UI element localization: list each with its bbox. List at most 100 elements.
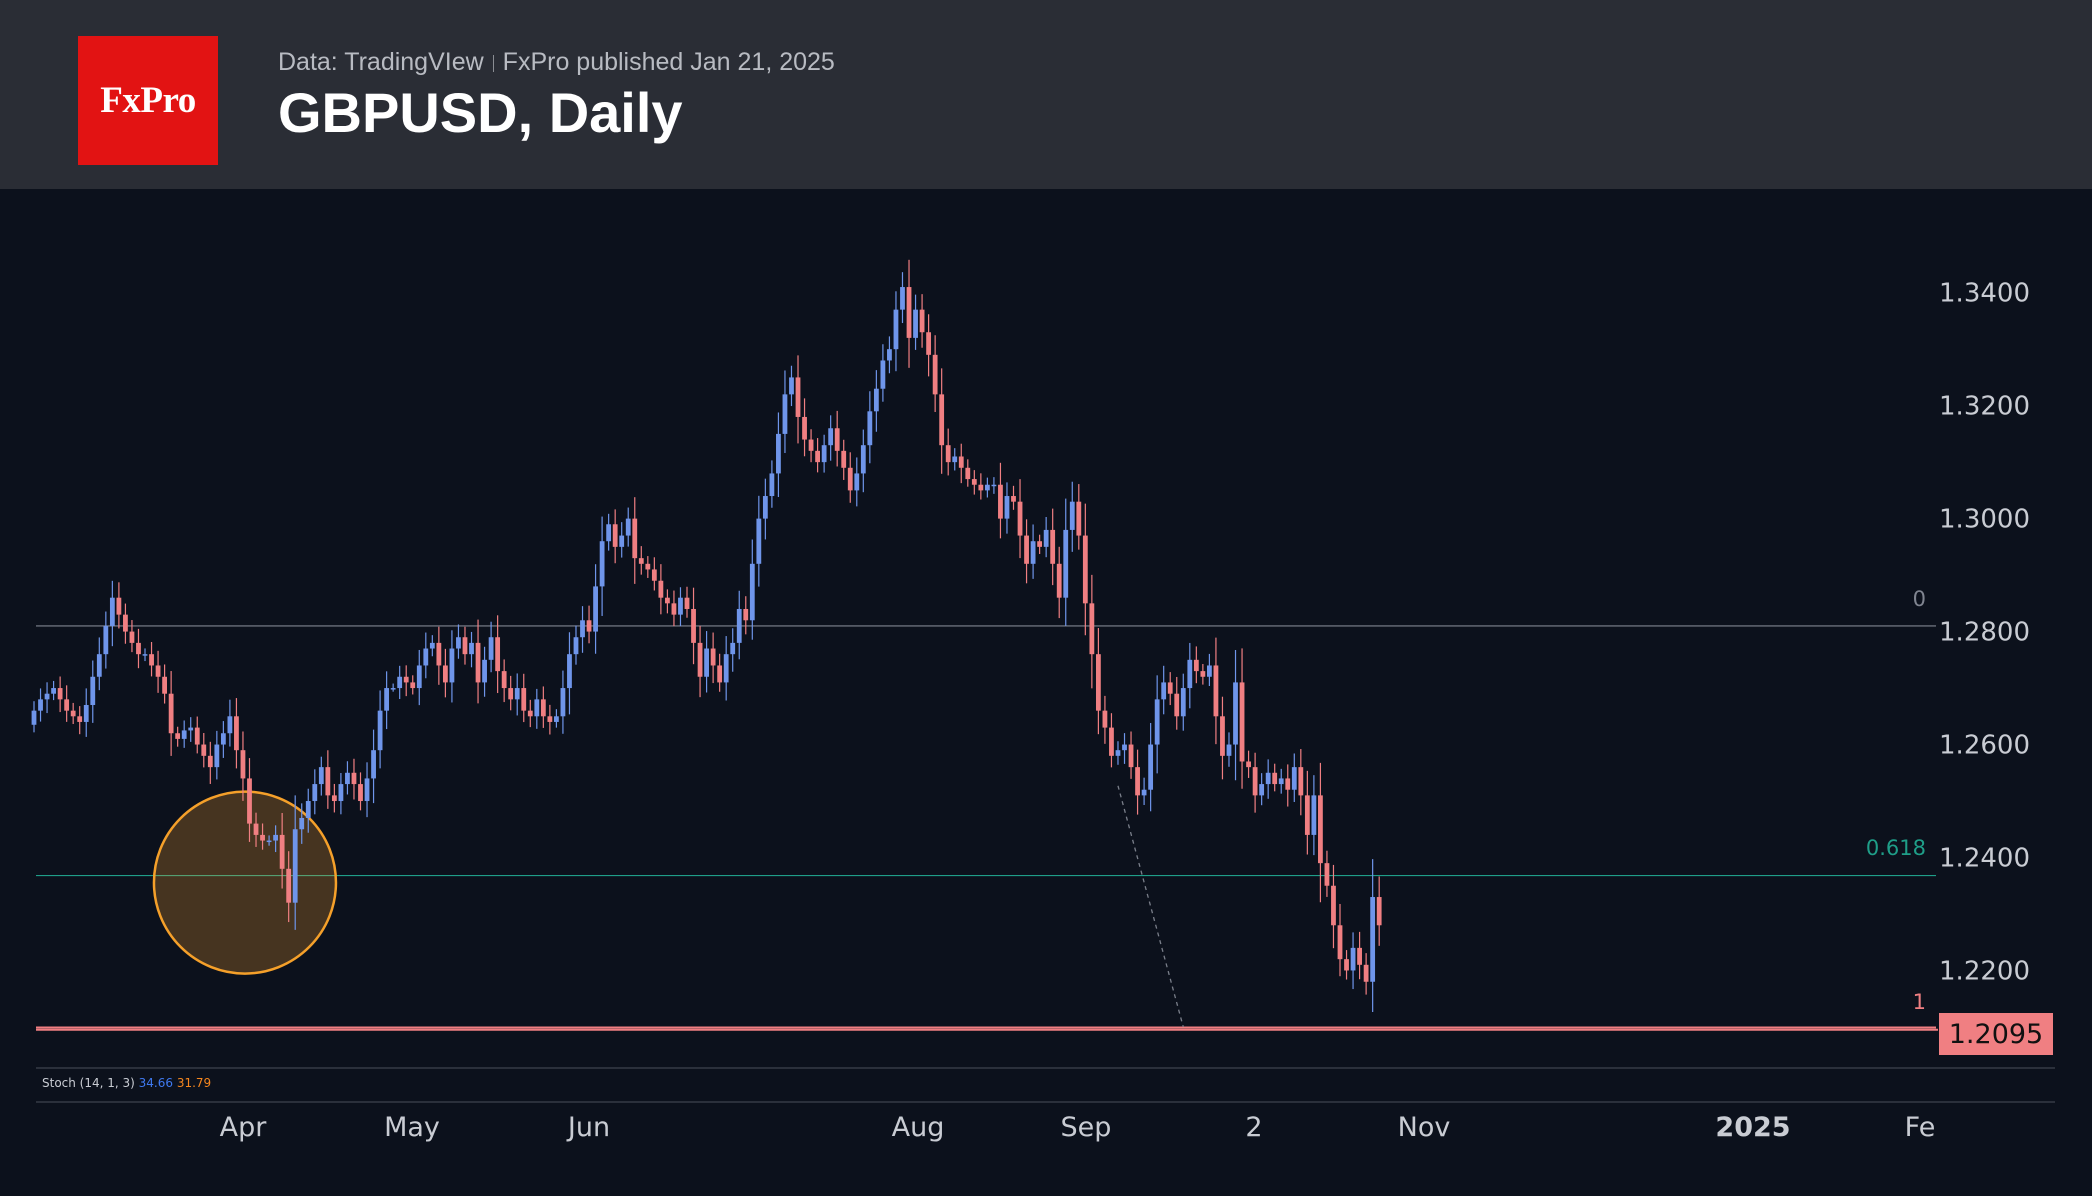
candle-body xyxy=(109,597,115,626)
y-tick-label: 1.2800 xyxy=(1939,618,2030,648)
candle xyxy=(998,462,1003,539)
candle xyxy=(1285,764,1291,807)
fib-levels: 0 0.618 1 xyxy=(36,587,1936,1029)
candle xyxy=(181,720,187,748)
candle-body xyxy=(96,654,102,677)
candle xyxy=(1135,749,1140,815)
candle xyxy=(194,716,200,754)
last-price-tag xyxy=(1939,1013,2053,1055)
candle xyxy=(939,368,945,474)
candle-body xyxy=(1200,671,1206,677)
candle xyxy=(136,628,141,669)
candle xyxy=(129,620,135,653)
candle xyxy=(201,732,207,768)
candle xyxy=(384,671,390,730)
y-tick-label: 1.3000 xyxy=(1939,505,2030,535)
candle xyxy=(1095,628,1101,735)
candle xyxy=(632,497,638,584)
candle xyxy=(1161,665,1167,715)
candle-body xyxy=(1318,795,1323,864)
candle-body xyxy=(860,445,866,474)
candle-body xyxy=(266,840,272,843)
candle-body xyxy=(573,637,579,655)
candle xyxy=(984,477,990,498)
plot-background xyxy=(0,189,2092,1196)
candle-body xyxy=(1226,744,1232,756)
candle xyxy=(1174,676,1180,730)
candle xyxy=(1024,519,1029,584)
candle xyxy=(456,624,461,659)
candle-body xyxy=(1154,699,1160,745)
candle-body xyxy=(625,518,631,536)
candle xyxy=(776,412,781,498)
candles[interactable] xyxy=(31,259,1382,1013)
x-tick-label: Jun xyxy=(566,1112,610,1143)
candle xyxy=(789,365,794,407)
candle xyxy=(514,673,520,716)
candle-body xyxy=(312,784,318,802)
candle-body xyxy=(1187,659,1193,689)
candle-body xyxy=(717,665,723,683)
candle xyxy=(1376,876,1382,946)
candle xyxy=(31,701,37,733)
candle xyxy=(847,452,853,503)
candle-body xyxy=(554,716,559,722)
candle-body xyxy=(971,479,977,485)
candle-body xyxy=(926,332,932,355)
candle-body xyxy=(136,642,141,655)
candle xyxy=(475,619,481,704)
candle xyxy=(1233,649,1238,781)
candle xyxy=(227,699,233,747)
candle-body xyxy=(1350,947,1356,971)
candle xyxy=(1115,741,1121,765)
candle-body xyxy=(1122,744,1127,751)
candle-body xyxy=(227,716,233,734)
candle xyxy=(247,758,252,842)
candle-body xyxy=(390,688,396,690)
candle xyxy=(64,685,70,722)
last-price-label: 1.2095 xyxy=(1949,1019,2043,1050)
candle xyxy=(358,772,363,811)
candle xyxy=(645,556,651,578)
candle-body xyxy=(214,744,220,768)
candle-body xyxy=(1017,501,1023,536)
candle-body xyxy=(1233,682,1238,745)
candle-body xyxy=(1213,665,1219,717)
candle-body xyxy=(547,716,553,722)
candle-body xyxy=(919,309,925,333)
candle xyxy=(1259,773,1265,806)
stoch-d-value: 31.79 xyxy=(177,1076,211,1090)
candle-body xyxy=(234,716,239,751)
candle xyxy=(710,632,716,684)
candle-body xyxy=(1291,767,1297,790)
candle-body xyxy=(808,439,814,451)
candle-body xyxy=(1207,665,1212,677)
candle-body xyxy=(612,524,618,547)
candle xyxy=(873,370,879,432)
candle xyxy=(1272,763,1278,792)
candle xyxy=(403,665,409,697)
candle-body xyxy=(1056,563,1062,598)
candle xyxy=(802,398,807,457)
candle xyxy=(1318,762,1323,903)
candle-body xyxy=(279,834,285,869)
candle-body xyxy=(684,597,690,609)
candle-body xyxy=(697,642,703,677)
candle-body xyxy=(762,496,768,519)
candle-body xyxy=(1311,795,1317,835)
x-tick-label: Apr xyxy=(220,1112,268,1143)
candle-body xyxy=(1135,767,1140,796)
candle-body xyxy=(1337,925,1343,960)
candle xyxy=(1193,646,1199,684)
candle-body xyxy=(436,642,442,666)
candle xyxy=(651,557,657,591)
candle xyxy=(155,650,161,693)
candle xyxy=(717,653,723,692)
candle xyxy=(175,726,181,747)
header: FxPro Data: TradingVIew FxPro published J… xyxy=(0,0,2092,189)
candle xyxy=(547,704,553,735)
candle xyxy=(240,731,246,801)
candle-body xyxy=(1063,529,1069,598)
candle-body xyxy=(1095,654,1101,711)
